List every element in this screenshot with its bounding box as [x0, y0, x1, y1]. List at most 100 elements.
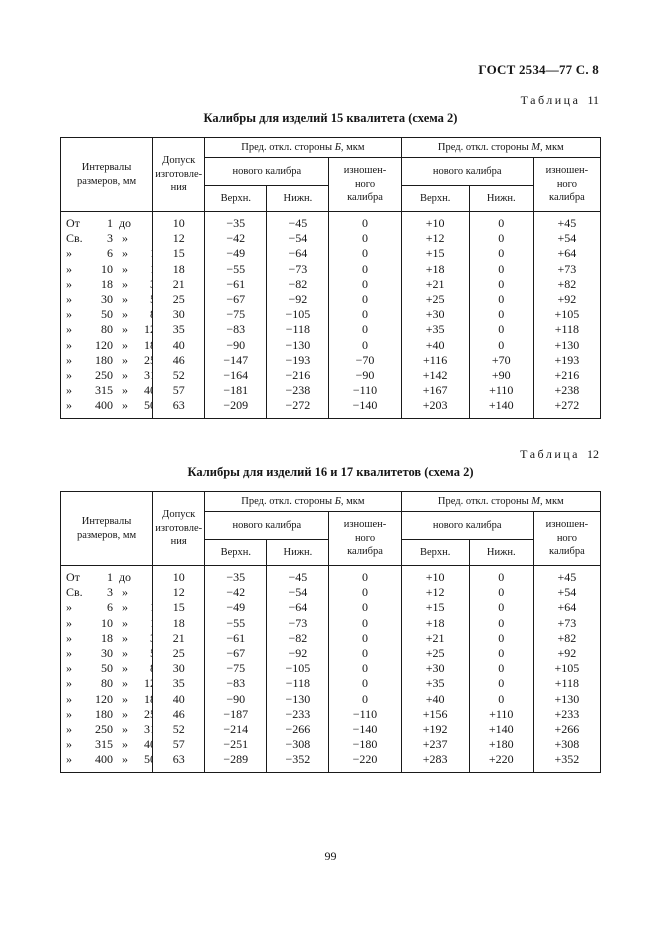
m-worn-cell: +266 [532, 722, 602, 738]
interval-to: 30 [137, 631, 152, 646]
interval-from: 250 [95, 722, 113, 737]
table-11-title: Калибры для изделий 15 квалитета (схема … [203, 111, 458, 125]
b-upper-cell: −187 [204, 706, 268, 723]
b-lower-cell: −272 [266, 398, 330, 419]
interval-prefix: От [66, 570, 80, 584]
m-worn-cell: +118 [532, 676, 602, 692]
interval-prefix: » [66, 630, 72, 645]
m-lower-cell: 0 [468, 585, 534, 601]
m-lower-cell: +110 [468, 383, 534, 399]
interval-from: 120 [95, 691, 113, 706]
interval-cell: » 180 » 250 [59, 706, 154, 723]
table-row: » 10 » 18 18 −55 −73 0 +18 0 +73 [59, 615, 602, 631]
m-upper-cell: +35 [400, 322, 470, 338]
m-worn-cell: +193 [532, 352, 602, 369]
m-worn-cell: +118 [532, 322, 602, 338]
b-worn-cell: −140 [328, 722, 402, 738]
b-upper-cell: −55 [204, 261, 268, 277]
interval-connector: » [122, 292, 128, 307]
interval-cell: » 120 » 180 [59, 691, 154, 707]
interval-connector: » [122, 337, 128, 352]
interval-connector: » [122, 737, 128, 752]
interval-to: 30 [137, 277, 152, 292]
m-lower-cell: 0 [468, 246, 534, 262]
table-row: » 400 » 500 63 −209 −272 −140 +203 +140 +27… [59, 398, 602, 419]
new-caliber-m-header: нового калибра [400, 157, 534, 186]
b-upper-cell: −49 [204, 600, 268, 616]
table-caption-number: 12 [587, 447, 599, 461]
interval-connector: » [122, 398, 128, 413]
m-lower-cell: +90 [468, 368, 534, 384]
tolerance-cell: 52 [152, 368, 206, 384]
tolerance-cell: 25 [152, 292, 206, 308]
interval-connector: » [122, 276, 128, 291]
interval-prefix: » [66, 722, 72, 737]
interval-prefix: » [66, 368, 72, 383]
interval-from: 6 [107, 246, 113, 261]
interval-connector: » [122, 322, 128, 337]
interval-prefix: » [66, 737, 72, 752]
interval-from: 30 [101, 646, 113, 661]
interval-prefix: » [66, 661, 72, 676]
interval-from: 80 [101, 322, 113, 337]
interval-from: 1 [107, 570, 113, 584]
b-lower-cell: −54 [266, 231, 330, 247]
tolerance-cell: 18 [152, 261, 206, 277]
b-worn-cell: 0 [328, 322, 402, 338]
m-worn-cell: +54 [532, 231, 602, 247]
interval-to: 250 [144, 352, 152, 367]
interval-connector: » [122, 691, 128, 706]
tolerance-cell: 15 [152, 246, 206, 262]
group-b-letter: Б [334, 141, 341, 153]
lower-m-header: Нижн. [468, 185, 534, 212]
group-b-letter: Б [334, 495, 341, 507]
m-upper-cell: +25 [400, 646, 470, 662]
interval-connector: » [122, 630, 128, 645]
tolerance-cell: 35 [152, 322, 206, 338]
b-upper-cell: −83 [204, 676, 268, 692]
b-upper-cell: −289 [204, 752, 268, 773]
m-lower-cell: +220 [468, 752, 534, 773]
m-lower-cell: 0 [468, 691, 534, 707]
interval-prefix: » [66, 691, 72, 706]
b-worn-cell: 0 [328, 211, 402, 232]
group-m-letter: М [531, 141, 541, 153]
m-lower-cell: +140 [468, 722, 534, 738]
b-worn-cell: 0 [328, 276, 402, 293]
b-upper-cell: −35 [204, 565, 268, 586]
m-upper-cell: +167 [400, 383, 470, 399]
group-b-header: Пред. откл. стороны Б, мкм [204, 491, 402, 512]
interval-cell: » 30 » 50 [59, 646, 154, 662]
tolerance-cell: 18 [152, 615, 206, 631]
m-worn-cell: +45 [532, 565, 602, 586]
interval-connector: » [122, 706, 128, 721]
interval-prefix: Св. [66, 231, 83, 246]
interval-from: 3 [107, 585, 113, 600]
interval-from: 400 [95, 752, 113, 767]
m-lower-cell: 0 [468, 661, 534, 677]
interval-prefix: » [66, 646, 72, 661]
table-row: » 315 » 400 57 −181 −238 −110 +167 +110 +23… [59, 383, 602, 399]
m-upper-cell: +18 [400, 261, 470, 277]
b-worn-cell: 0 [328, 691, 402, 707]
gost-header: ГОСТ 2534—77 С. 8 [478, 62, 599, 77]
m-upper-cell: +142 [400, 368, 470, 384]
table-12-caption: Таблица 12 [60, 447, 601, 462]
b-worn-cell: −110 [328, 383, 402, 399]
b-upper-cell: −251 [204, 737, 268, 753]
interval-prefix: » [66, 600, 72, 615]
interval-cell: » 18 » 30 [59, 630, 154, 647]
tolerance-cell: 57 [152, 737, 206, 753]
m-upper-cell: +12 [400, 585, 470, 601]
m-upper-cell: +12 [400, 231, 470, 247]
table-header: Интервалы размеров, мм Допуск изготовле-… [59, 137, 602, 212]
b-worn-cell: 0 [328, 307, 402, 323]
table-caption-number: 11 [587, 93, 599, 107]
b-lower-cell: −266 [266, 722, 330, 738]
interval-cell: От 1 до 3 [59, 565, 154, 586]
worn-caliber-m-header: изношен- ного калибра [532, 157, 602, 212]
interval-to: 10 [137, 600, 152, 615]
b-lower-cell: −130 [266, 337, 330, 353]
lower-b-header: Нижн. [266, 185, 330, 212]
